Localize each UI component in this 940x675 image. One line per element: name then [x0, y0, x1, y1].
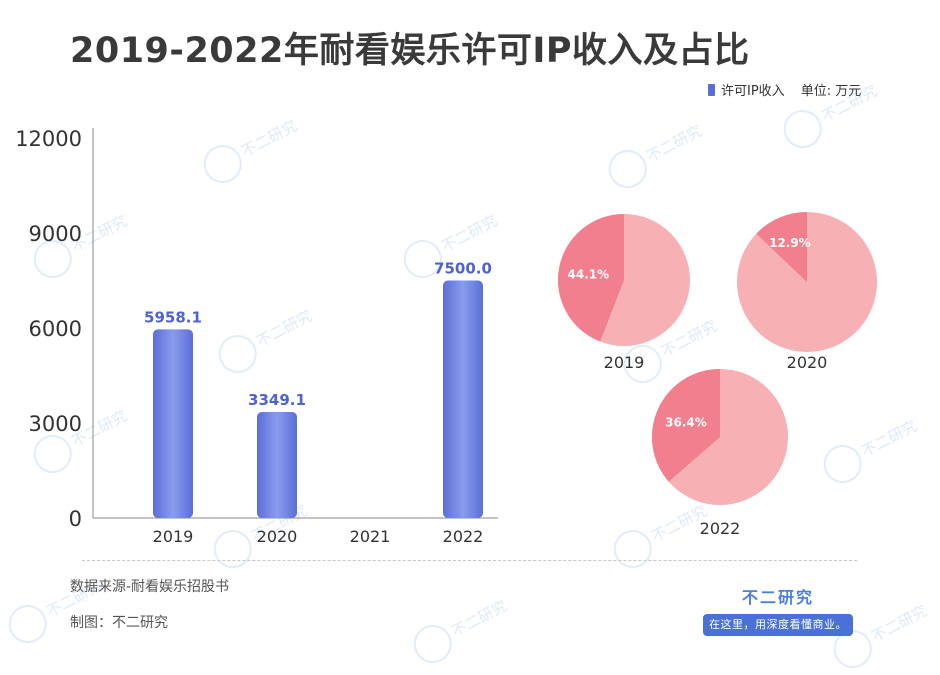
bar-value-label: 3349.1: [248, 391, 306, 409]
pie-share-label: 36.4%: [665, 416, 707, 430]
legend: 许可IP收入 单位: 万元: [708, 80, 861, 99]
chart-title: 2019-2022年耐看娱乐许可IP收入及占比: [70, 31, 750, 71]
pie-slice: [756, 212, 807, 282]
bar: [443, 280, 483, 518]
bar-value-label: 5958.1: [144, 308, 202, 326]
maker-note: 制图：不二研究: [70, 615, 168, 631]
bar-value-label: 7500.0: [434, 260, 492, 278]
pie-year-label: 2019: [604, 353, 645, 372]
legend-label: 许可IP收入: [721, 84, 785, 99]
x-tick-label: 2021: [350, 527, 391, 546]
chart-canvas: 0 3000 6000 9000 12000 2019 2020 2021 2022 5958.…: [15, 127, 877, 546]
y-tick-label: 3000: [29, 412, 82, 436]
pie-year-label: 2020: [787, 353, 828, 372]
pie-slice: [558, 214, 624, 342]
pie-chart: 12.9% 2020: [737, 212, 877, 372]
legend-swatch: [708, 83, 715, 96]
footer-divider: [82, 560, 857, 561]
pie-slice: [652, 369, 720, 482]
bar: [257, 411, 297, 518]
unit-label: 单位: 万元: [800, 84, 862, 99]
y-tick-label: 12000: [15, 127, 82, 151]
pie-chart: 36.4% 2022: [652, 369, 788, 538]
pie-chart: 44.1% 2019: [558, 214, 690, 372]
y-tick-label: 6000: [29, 317, 82, 341]
brand-logo: 不二研究 在这里，用深度看懂商业。: [703, 584, 863, 636]
y-tick-label: 0: [69, 507, 82, 531]
pie-year-label: 2022: [700, 519, 741, 538]
source-note: 数据来源-耐看娱乐招股书: [70, 579, 230, 595]
x-tick-label: 2019: [153, 527, 194, 546]
x-tick-label: 2020: [257, 527, 298, 546]
x-tick-label: 2022: [443, 527, 484, 546]
y-tick-label: 9000: [29, 222, 82, 246]
brand-slogan: 在这里，用深度看懂商业。: [703, 614, 853, 636]
pie-share-label: 44.1%: [568, 267, 610, 281]
pie-share-label: 12.9%: [769, 236, 811, 250]
brand-name: 不二研究: [741, 588, 814, 607]
bar: [153, 329, 193, 518]
